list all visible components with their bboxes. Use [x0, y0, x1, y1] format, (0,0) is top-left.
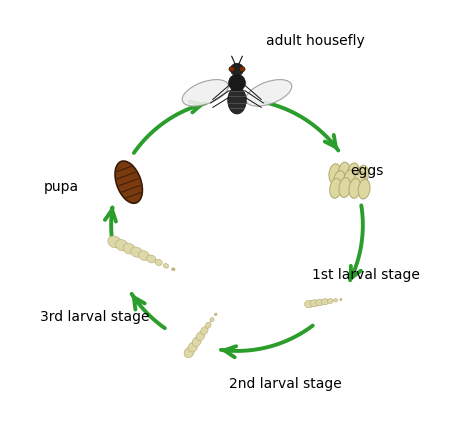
- Ellipse shape: [358, 179, 370, 199]
- Ellipse shape: [340, 299, 342, 300]
- Text: 3rd larval stage: 3rd larval stage: [40, 310, 149, 324]
- Ellipse shape: [334, 299, 337, 302]
- Ellipse shape: [155, 259, 162, 266]
- Ellipse shape: [138, 251, 149, 261]
- Text: pupa: pupa: [44, 180, 79, 194]
- Ellipse shape: [239, 66, 245, 72]
- Ellipse shape: [349, 178, 361, 198]
- Ellipse shape: [310, 300, 319, 307]
- Ellipse shape: [338, 162, 350, 182]
- Ellipse shape: [228, 87, 246, 114]
- Ellipse shape: [330, 178, 341, 198]
- Ellipse shape: [357, 165, 368, 185]
- Ellipse shape: [229, 66, 235, 72]
- Ellipse shape: [147, 255, 156, 263]
- Ellipse shape: [131, 247, 142, 257]
- Ellipse shape: [328, 299, 333, 303]
- Ellipse shape: [210, 317, 214, 322]
- Ellipse shape: [123, 243, 135, 254]
- Ellipse shape: [184, 347, 194, 358]
- Ellipse shape: [334, 170, 346, 190]
- Ellipse shape: [215, 313, 217, 316]
- Ellipse shape: [305, 300, 314, 308]
- Ellipse shape: [164, 264, 169, 268]
- Ellipse shape: [344, 170, 356, 190]
- Ellipse shape: [339, 178, 351, 198]
- Text: eggs: eggs: [350, 164, 383, 178]
- Ellipse shape: [188, 342, 198, 352]
- Ellipse shape: [172, 268, 175, 271]
- Ellipse shape: [205, 322, 211, 328]
- Ellipse shape: [354, 171, 365, 191]
- Ellipse shape: [196, 332, 205, 340]
- Ellipse shape: [347, 163, 359, 183]
- Ellipse shape: [192, 337, 201, 346]
- Ellipse shape: [321, 299, 328, 305]
- Ellipse shape: [228, 74, 246, 91]
- Ellipse shape: [108, 236, 121, 248]
- Text: 1st larval stage: 1st larval stage: [312, 269, 420, 283]
- Ellipse shape: [115, 161, 142, 203]
- Ellipse shape: [182, 79, 228, 106]
- Text: 2nd larval stage: 2nd larval stage: [228, 377, 341, 391]
- Ellipse shape: [116, 240, 128, 251]
- Ellipse shape: [201, 327, 208, 334]
- Ellipse shape: [316, 299, 324, 306]
- Ellipse shape: [329, 164, 341, 184]
- Text: adult housefly: adult housefly: [266, 34, 365, 48]
- Ellipse shape: [230, 63, 244, 76]
- Ellipse shape: [246, 79, 292, 106]
